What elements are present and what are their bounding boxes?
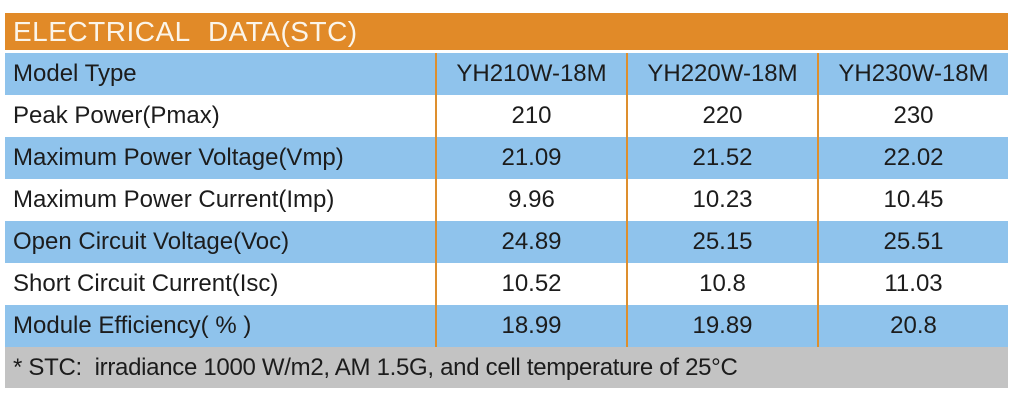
table-row-4-label: Short Circuit Current(Isc) [13,270,279,297]
table-row-4: Short Circuit Current(Isc) 10.52 10.8 11.03 [5,263,1008,305]
table-row-2-value-2: 10.45 [817,179,1008,221]
table-row-4-value-1: 10.8 [626,263,817,305]
table-row-0-value-1: 220 [626,95,817,137]
table-row-0-value-2: 230 [817,95,1008,137]
table-row-1-value-2: 22.02 [817,137,1008,179]
electrical-data-table: ELECTRICAL DATA(STC) Model Type YH210W-18… [5,13,1008,388]
table-row-2-label: Maximum Power Current(Imp) [13,186,335,213]
table-row-0-value-0: 210 [435,95,626,137]
table-row-0: Peak Power(Pmax) 210 220 230 [5,95,1008,137]
stc-footnote: * STC: irradiance 1000 W/m2, AM 1.5G, an… [5,347,1008,388]
column-header-row-label: Model Type [13,60,137,87]
table-row-5-value-2: 20.8 [817,305,1008,347]
table-row-2-value-0: 9.96 [435,179,626,221]
table-row-5-value-1: 19.89 [626,305,817,347]
column-header-row-value-1: YH220W-18M [626,53,817,95]
table-row-2: Maximum Power Current(Imp) 9.96 10.23 10.45 [5,179,1008,221]
table-rows: Model Type YH210W-18M YH220W-18M YH230W-18M… [5,53,1008,347]
table-row-4-value-2: 11.03 [817,263,1008,305]
column-header-row-value-2: YH230W-18M [817,53,1008,95]
column-header-row-value-0: YH210W-18M [435,53,626,95]
table-row-4-value-0: 10.52 [435,263,626,305]
table-row-1-value-1: 21.52 [626,137,817,179]
table-row-3-value-2: 25.51 [817,221,1008,263]
table-row-1: Maximum Power Voltage(Vmp) 21.09 21.52 22.0… [5,137,1008,179]
table-row-5-value-0: 18.99 [435,305,626,347]
table-row-3-value-1: 25.15 [626,221,817,263]
table-title: ELECTRICAL DATA(STC) [5,13,1008,53]
column-header-row: Model Type YH210W-18M YH220W-18M YH230W-18M [5,53,1008,95]
table-row-3: Open Circuit Voltage(Voc) 24.89 25.15 25.51 [5,221,1008,263]
table-row-2-value-1: 10.23 [626,179,817,221]
table-row-0-label: Peak Power(Pmax) [13,102,220,129]
table-row-3-label: Open Circuit Voltage(Voc) [13,228,290,255]
table-row-5-label: Module Efficiency( % ) [13,312,252,339]
table-row-1-label: Maximum Power Voltage(Vmp) [13,144,344,171]
table-row-5: Module Efficiency( % ) 18.99 19.89 20.8 [5,305,1008,347]
table-row-3-value-0: 24.89 [435,221,626,263]
table-row-1-value-0: 21.09 [435,137,626,179]
